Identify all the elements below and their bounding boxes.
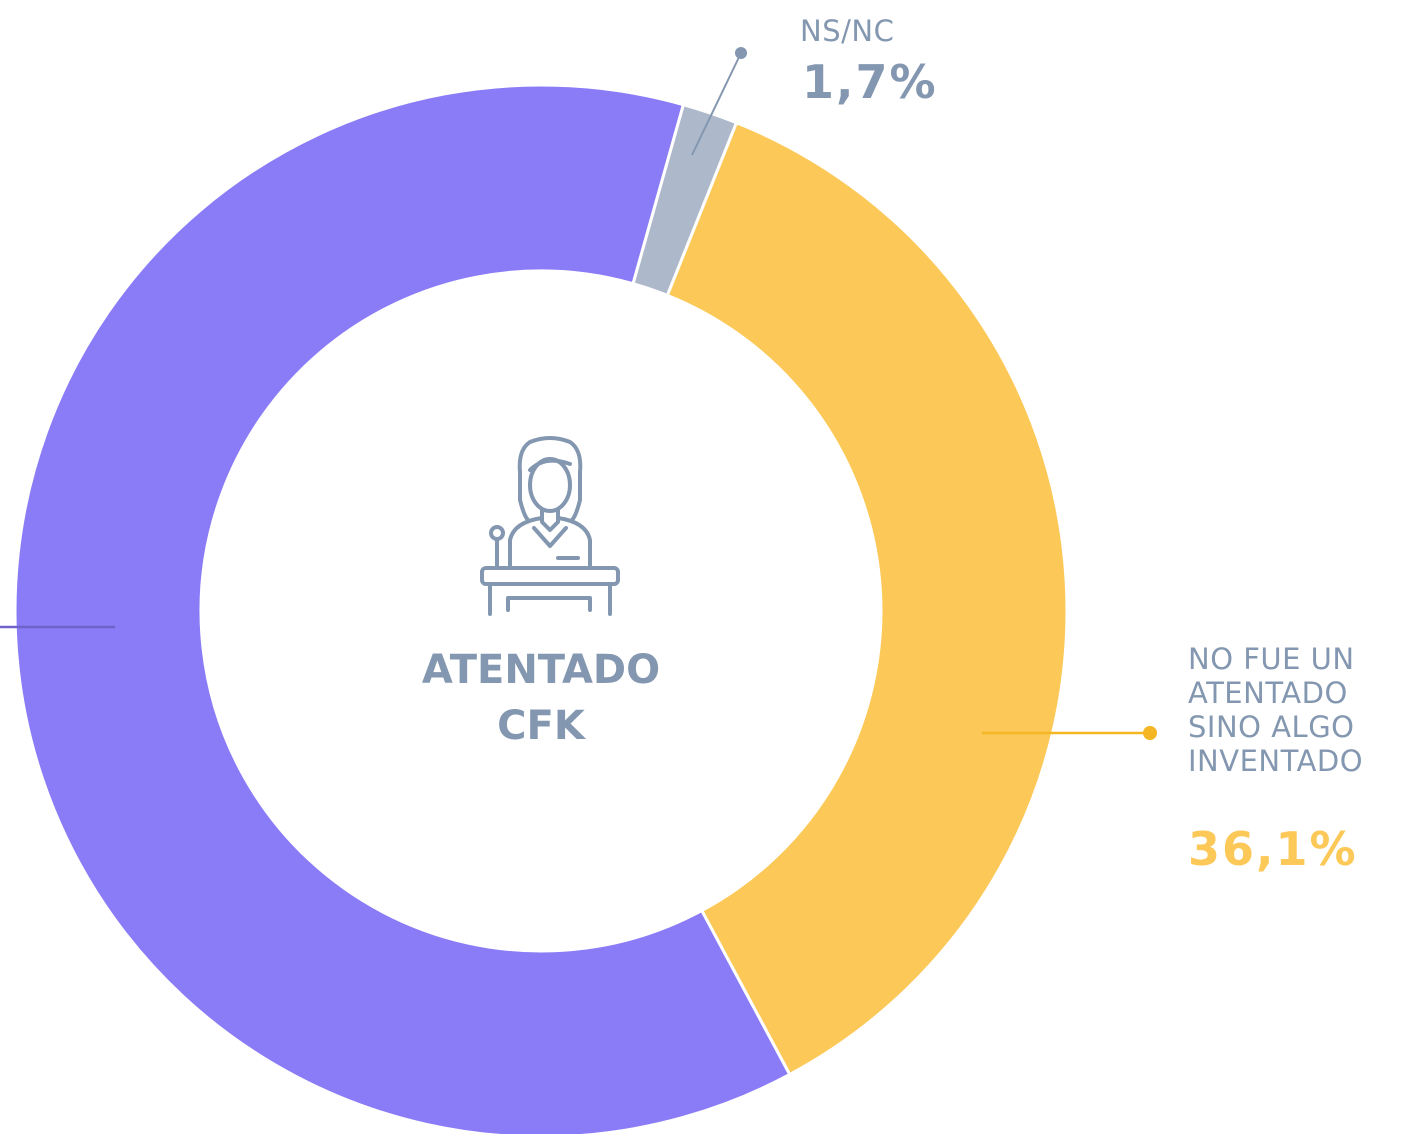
slice	[665, 120, 1069, 1077]
center-title: ATENTADO CFK	[421, 647, 661, 749]
slice-label: NO FUE UN ATENTADO SINO ALGO INVENTADO	[1188, 642, 1364, 778]
leader-line	[691, 52, 742, 156]
leader-dot	[735, 47, 747, 59]
leader-dot	[1143, 726, 1157, 740]
slices	[13, 83, 1069, 1134]
slice-label: NS/NC	[800, 14, 895, 48]
slice	[13, 83, 792, 1134]
slice-value: 1,7%	[802, 55, 938, 109]
podium-icon	[480, 436, 620, 616]
slice-value: 36,1%	[1188, 822, 1358, 876]
